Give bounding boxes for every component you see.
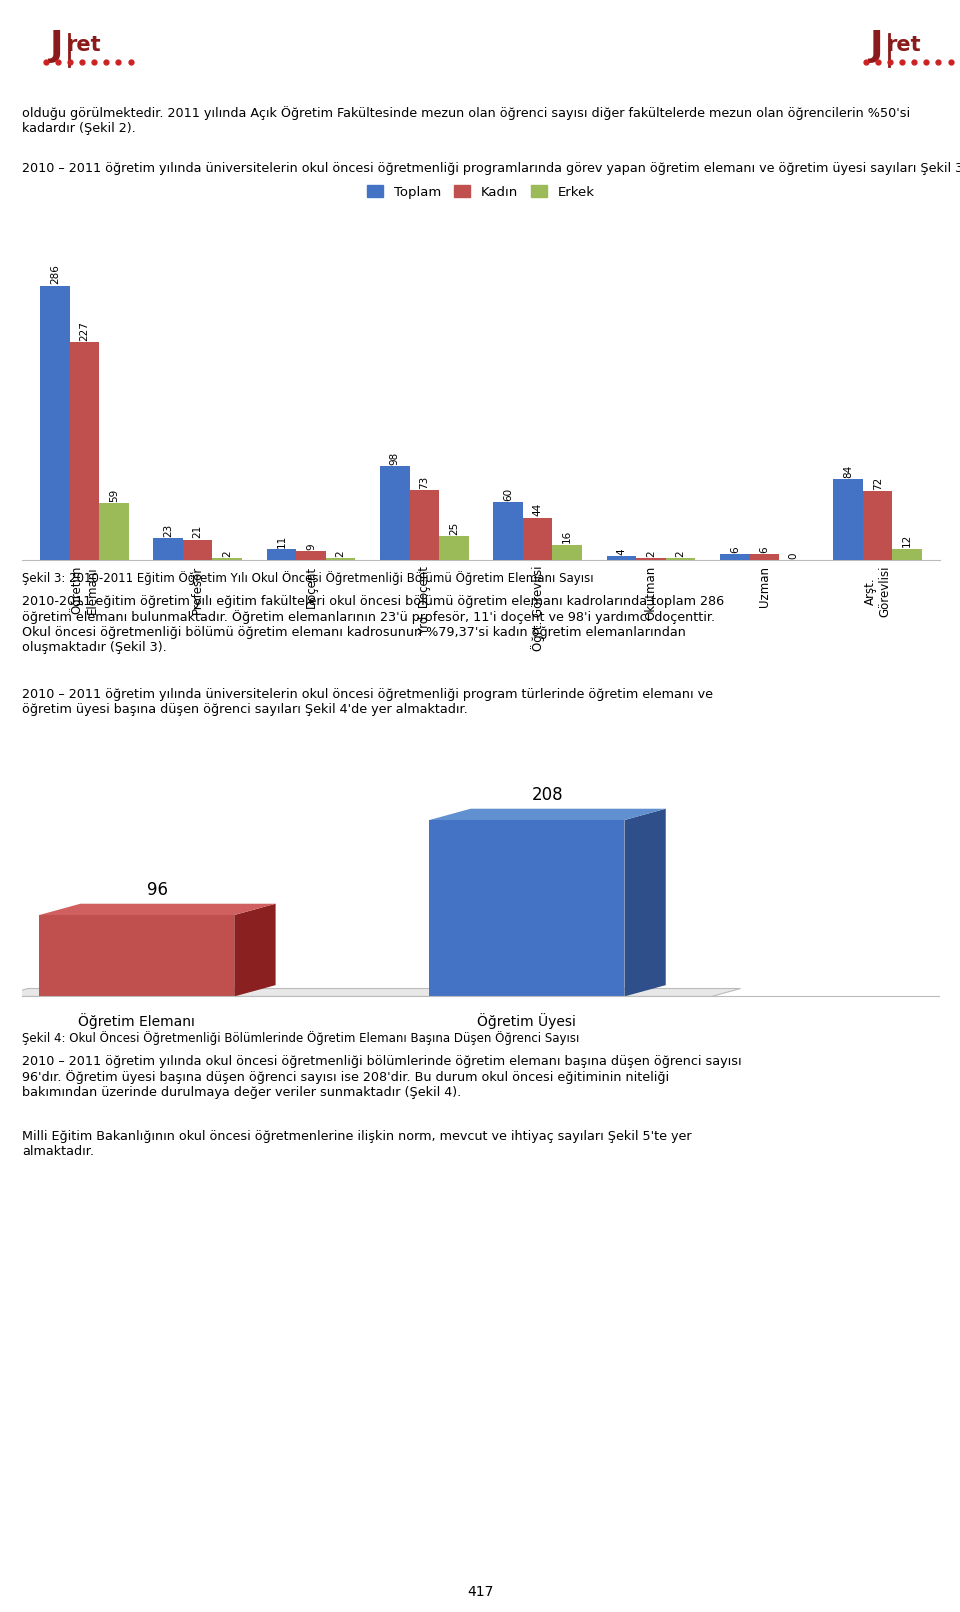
Bar xyxy=(70,342,99,559)
Text: 4: 4 xyxy=(616,548,627,555)
Text: 25: 25 xyxy=(449,521,459,535)
Bar xyxy=(297,551,325,559)
Bar xyxy=(893,548,922,559)
Text: Şekil 3: 2010-2011 Eğitim Öğretim Yılı Okul Öncesi Öğretmenliği Bölümü Öğretim E: Şekil 3: 2010-2011 Eğitim Öğretim Yılı O… xyxy=(22,571,593,585)
Text: 60: 60 xyxy=(503,488,514,501)
Bar xyxy=(493,503,523,559)
Text: 72: 72 xyxy=(873,476,882,490)
Bar xyxy=(40,285,70,559)
Text: 9: 9 xyxy=(306,543,316,550)
Text: 417: 417 xyxy=(467,1586,493,1599)
Bar xyxy=(863,492,893,559)
Polygon shape xyxy=(234,904,276,996)
Text: 2: 2 xyxy=(335,550,346,556)
Text: 73: 73 xyxy=(420,476,429,488)
FancyBboxPatch shape xyxy=(23,11,117,89)
Text: 2: 2 xyxy=(646,550,656,556)
Text: 84: 84 xyxy=(843,464,853,479)
Text: Öğretim Elemanı: Öğretim Elemanı xyxy=(79,1014,195,1030)
Text: 12: 12 xyxy=(902,534,912,546)
Bar xyxy=(720,555,750,559)
Text: 96: 96 xyxy=(147,882,168,899)
Bar xyxy=(380,466,410,559)
Bar xyxy=(523,517,552,559)
Text: Journal of Research in Education and Teaching: Journal of Research in Education and Tea… xyxy=(311,40,649,55)
Polygon shape xyxy=(624,809,665,996)
Text: Öğretim Üyesi: Öğretim Üyesi xyxy=(477,1014,576,1030)
Text: 0: 0 xyxy=(789,551,799,559)
Text: 16: 16 xyxy=(563,530,572,543)
Bar xyxy=(607,556,636,559)
Polygon shape xyxy=(39,904,276,916)
Text: Şubat 2015  Cilt:4  Sayı: 1  Makale No: 39  ISSN: 2146-9199: Şubat 2015 Cilt:4 Sayı: 1 Makale No: 39 … xyxy=(293,66,667,79)
Text: 2: 2 xyxy=(222,550,232,556)
Text: 6: 6 xyxy=(759,546,769,553)
Bar xyxy=(665,558,695,559)
Bar xyxy=(154,538,183,559)
Bar xyxy=(212,558,242,559)
Bar xyxy=(325,558,355,559)
Text: 6: 6 xyxy=(730,546,740,553)
Text: 2010 – 2011 öğretim yılında üniversitelerin okul öncesi öğretmenliği program tür: 2010 – 2011 öğretim yılında üniversitele… xyxy=(22,688,713,716)
Polygon shape xyxy=(39,916,234,996)
Text: 2010 – 2011 öğretim yılında üniversitelerin okul öncesi öğretmenliği programları: 2010 – 2011 öğretim yılında üniversitele… xyxy=(22,161,960,176)
Bar xyxy=(267,550,297,559)
Polygon shape xyxy=(429,809,665,821)
Legend: Toplam, Kadın, Erkek: Toplam, Kadın, Erkek xyxy=(362,181,600,205)
Text: 208: 208 xyxy=(532,787,564,804)
Text: 11: 11 xyxy=(276,535,286,548)
Text: 2010-2011 eğitim öğretim yılı eğitim fakülteleri okul öncesi bölümü öğretim elem: 2010-2011 eğitim öğretim yılı eğitim fak… xyxy=(22,595,724,654)
Bar xyxy=(636,558,665,559)
Text: 21: 21 xyxy=(193,526,203,538)
Polygon shape xyxy=(0,988,740,996)
Text: J: J xyxy=(870,29,883,63)
Bar xyxy=(183,540,212,559)
Text: olduğu görülmektedir. 2011 yılında Açık Öğretim Fakültesinde mezun olan öğrenci : olduğu görülmektedir. 2011 yılında Açık … xyxy=(22,106,910,135)
Text: ret: ret xyxy=(886,34,921,55)
Bar xyxy=(552,545,582,559)
Text: 2: 2 xyxy=(676,550,685,556)
Bar xyxy=(410,490,439,559)
Text: 2010 – 2011 öğretim yılında okul öncesi öğretmenliği bölümlerinde öğretim eleman: 2010 – 2011 öğretim yılında okul öncesi … xyxy=(22,1054,742,1099)
Text: Eğitim ve Öğretim Araştırmaları Dergisi: Eğitim ve Öğretim Araştırmaları Dergisi xyxy=(300,16,660,34)
Text: 227: 227 xyxy=(80,321,89,342)
Bar xyxy=(833,479,863,559)
Bar xyxy=(750,555,780,559)
Text: J: J xyxy=(50,29,63,63)
Polygon shape xyxy=(429,821,624,996)
Text: 98: 98 xyxy=(390,451,400,464)
Text: Şekil 4: Okul Öncesi Öğretmenliği Bölümlerinde Öğretim Elemanı Başına Düşen Öğre: Şekil 4: Okul Öncesi Öğretmenliği Bölüml… xyxy=(22,1032,580,1045)
Text: 59: 59 xyxy=(108,488,119,501)
Text: ret: ret xyxy=(66,34,101,55)
Bar xyxy=(439,537,468,559)
FancyBboxPatch shape xyxy=(843,11,937,89)
Text: 286: 286 xyxy=(50,264,60,284)
Text: Milli Eğitim Bakanlığının okul öncesi öğretmenlerine ilişkin norm, mevcut ve iht: Milli Eğitim Bakanlığının okul öncesi öğ… xyxy=(22,1130,691,1157)
Bar xyxy=(99,503,129,559)
Text: 44: 44 xyxy=(533,503,542,516)
Text: 23: 23 xyxy=(163,524,173,537)
